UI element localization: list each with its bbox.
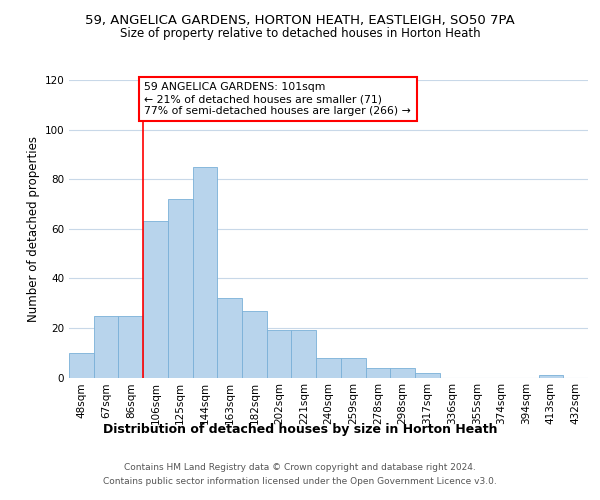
- Bar: [94, 316, 118, 378]
- Bar: [217, 298, 242, 378]
- Bar: [341, 358, 365, 378]
- Text: Contains HM Land Registry data © Crown copyright and database right 2024.: Contains HM Land Registry data © Crown c…: [124, 462, 476, 471]
- Text: 59 ANGELICA GARDENS: 101sqm
← 21% of detached houses are smaller (71)
77% of sem: 59 ANGELICA GARDENS: 101sqm ← 21% of det…: [145, 82, 411, 116]
- Bar: [539, 375, 563, 378]
- Bar: [390, 368, 415, 378]
- Bar: [415, 372, 440, 378]
- Bar: [316, 358, 341, 378]
- Bar: [242, 310, 267, 378]
- Bar: [69, 352, 94, 378]
- Bar: [143, 222, 168, 378]
- Bar: [168, 199, 193, 378]
- Text: 59, ANGELICA GARDENS, HORTON HEATH, EASTLEIGH, SO50 7PA: 59, ANGELICA GARDENS, HORTON HEATH, EAST…: [85, 14, 515, 27]
- Text: Distribution of detached houses by size in Horton Heath: Distribution of detached houses by size …: [103, 422, 497, 436]
- Bar: [267, 330, 292, 378]
- Text: Size of property relative to detached houses in Horton Heath: Size of property relative to detached ho…: [119, 28, 481, 40]
- Bar: [118, 316, 143, 378]
- Text: Contains public sector information licensed under the Open Government Licence v3: Contains public sector information licen…: [103, 478, 497, 486]
- Bar: [292, 330, 316, 378]
- Y-axis label: Number of detached properties: Number of detached properties: [27, 136, 40, 322]
- Bar: [193, 167, 217, 378]
- Bar: [365, 368, 390, 378]
